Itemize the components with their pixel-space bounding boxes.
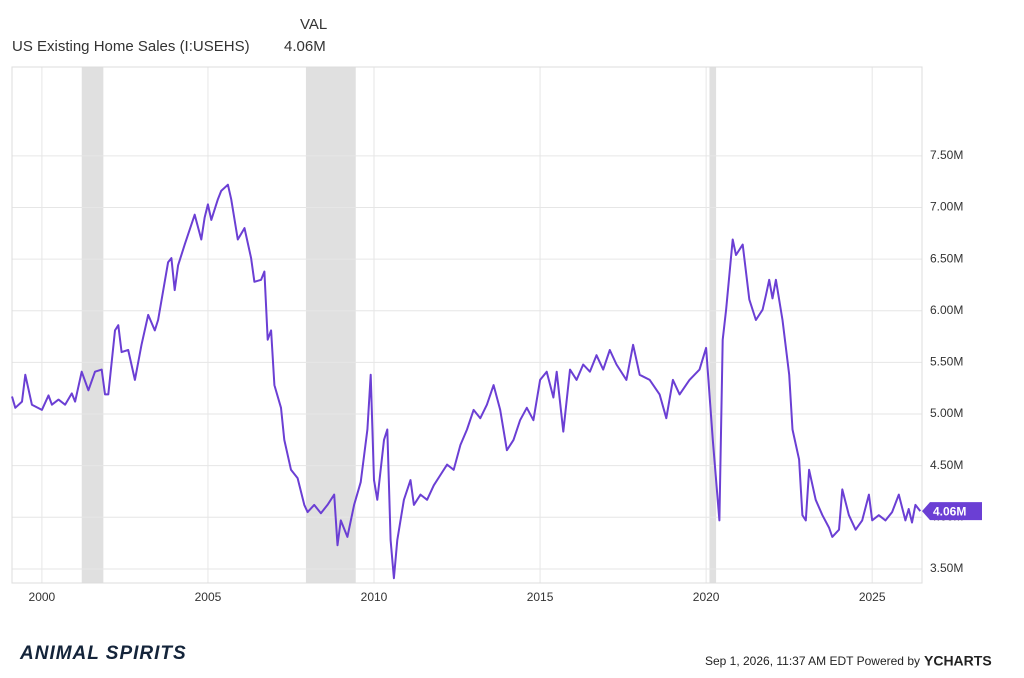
plot-frame	[11, 66, 923, 584]
y-tick-label: 7.50M	[930, 148, 963, 162]
header-value: 4.06M	[284, 38, 326, 55]
series-line	[11, 183, 922, 580]
x-tick-label: 2000	[29, 590, 56, 604]
logo: ANIMAL SPIRITS	[19, 643, 187, 664]
recession-band	[305, 67, 356, 583]
series-name: US Existing Home Sales (I:USEHS)	[12, 38, 250, 55]
brand: YCHARTS	[924, 653, 992, 669]
recession-band	[81, 67, 104, 583]
y-tick-label: 7.00M	[930, 200, 963, 214]
x-tick-label: 2005	[195, 590, 222, 604]
x-tick-label: 2020	[693, 590, 720, 604]
y-tick-label: 5.50M	[930, 355, 963, 369]
y-tick-label: 3.50M	[930, 561, 963, 575]
x-tick-label: 2010	[361, 590, 388, 604]
last-value-label: 4.06M	[933, 504, 966, 518]
value-column-label: VAL	[300, 16, 327, 33]
last-value-flag	[922, 502, 982, 521]
timestamp: Sep 1, 2026, 11:37 AM EDT Powered by	[705, 654, 920, 668]
y-tick-label: 4.50M	[930, 458, 963, 472]
y-tick-label: 6.50M	[930, 251, 963, 265]
recession-band	[709, 67, 717, 583]
y-tick-label: 5.00M	[930, 406, 963, 420]
x-tick-label: 2015	[527, 590, 554, 604]
x-tick-label: 2025	[859, 590, 886, 604]
y-tick-label: 6.00M	[930, 303, 963, 317]
